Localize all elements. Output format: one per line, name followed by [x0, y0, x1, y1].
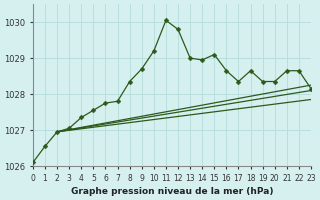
- X-axis label: Graphe pression niveau de la mer (hPa): Graphe pression niveau de la mer (hPa): [71, 187, 273, 196]
